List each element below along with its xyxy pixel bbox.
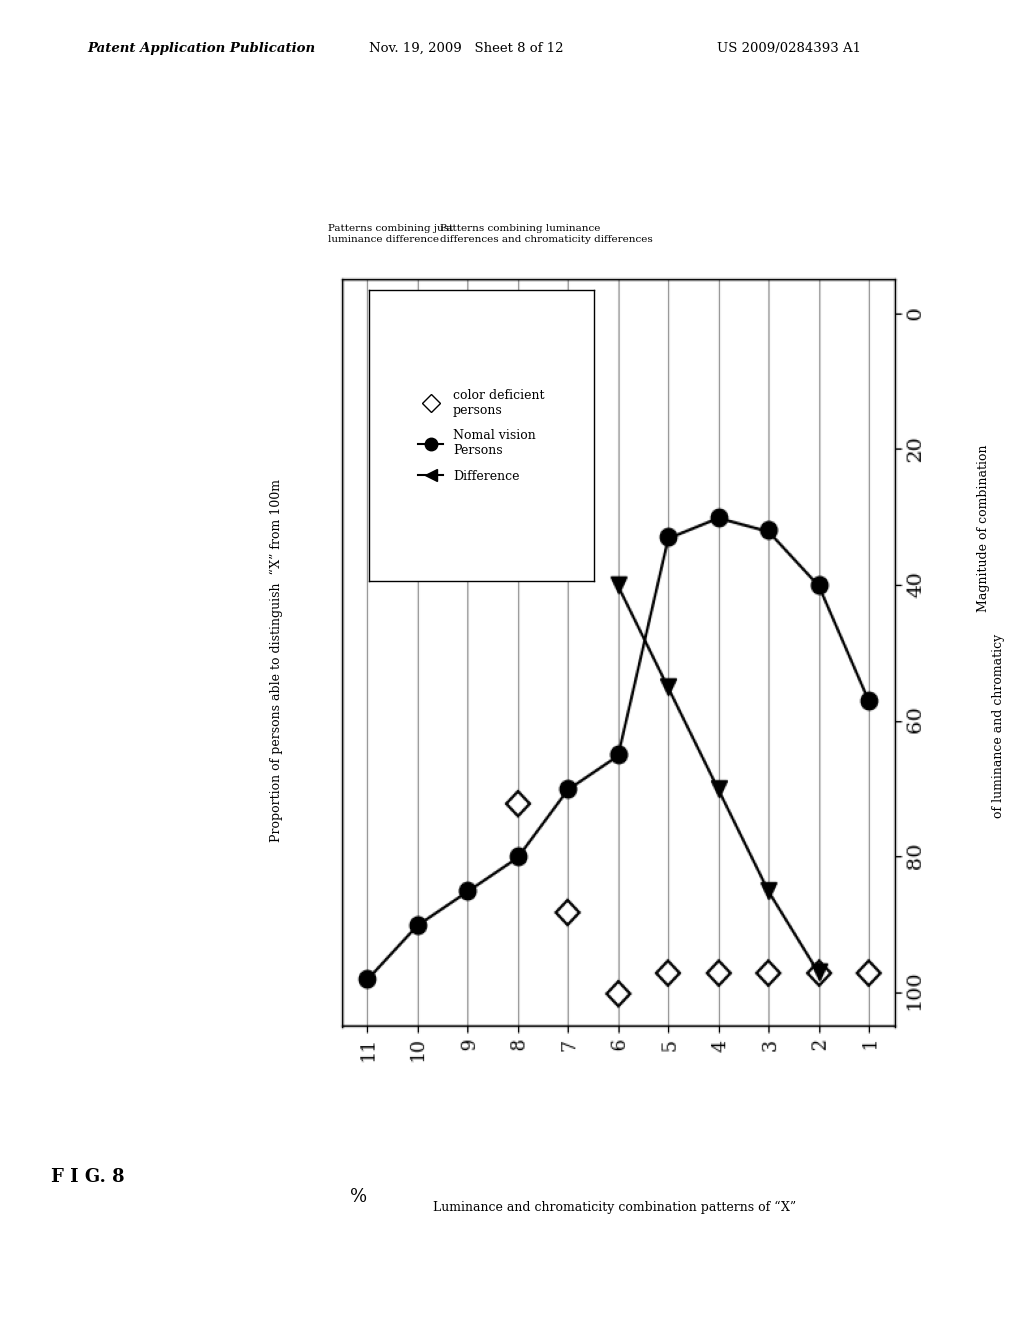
Text: Patterns combining just
luminance difference: Patterns combining just luminance differ… bbox=[328, 224, 453, 244]
Text: US 2009/0284393 A1: US 2009/0284393 A1 bbox=[717, 42, 861, 55]
Text: %: % bbox=[350, 1188, 367, 1206]
Text: Nov. 19, 2009   Sheet 8 of 12: Nov. 19, 2009 Sheet 8 of 12 bbox=[369, 42, 563, 55]
Text: Patterns combining luminance
differences and chromaticity differences: Patterns combining luminance differences… bbox=[440, 224, 653, 244]
Text: of luminance and chromaticy: of luminance and chromaticy bbox=[992, 634, 1005, 818]
Text: Magnitude of combination: Magnitude of combination bbox=[977, 445, 989, 611]
Text: F I G. 8: F I G. 8 bbox=[51, 1168, 125, 1187]
Legend: color deficient
persons, Nomal vision
Persons, Difference: color deficient persons, Nomal vision Pe… bbox=[413, 384, 550, 487]
Text: Patent Application Publication: Patent Application Publication bbox=[87, 42, 315, 55]
Text: Luminance and chromaticity combination patterns of “X”: Luminance and chromaticity combination p… bbox=[433, 1201, 796, 1214]
Text: Proportion of persons able to distinguish  “X” from 100m: Proportion of persons able to distinguis… bbox=[270, 479, 283, 842]
